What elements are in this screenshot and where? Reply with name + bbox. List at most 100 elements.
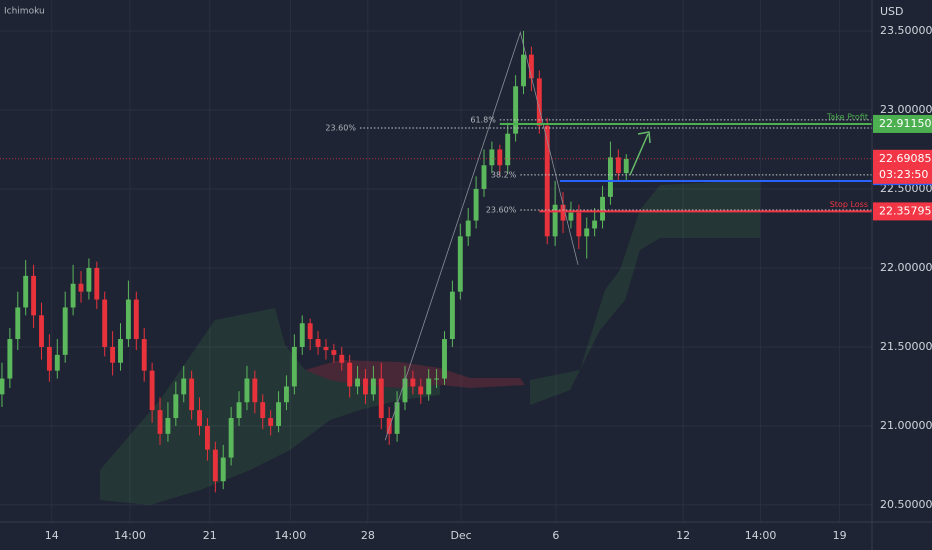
candle-body <box>299 323 305 347</box>
fib-label: 23.60% <box>486 205 517 214</box>
candle-body <box>473 188 479 221</box>
level-name: Take Profit <box>826 112 868 121</box>
candle-body <box>347 362 353 387</box>
candle-body <box>410 378 416 387</box>
ichimoku-cloud <box>100 308 440 505</box>
level-name: Stop Loss <box>830 200 868 209</box>
candle-body <box>457 236 463 292</box>
indicator-label: Ichimoku <box>4 7 45 17</box>
candle-body <box>615 157 621 174</box>
candle-body <box>31 275 37 316</box>
x-tick-label: 6 <box>552 529 559 542</box>
zigzag <box>384 31 579 441</box>
candle-body <box>331 350 337 355</box>
candle-body <box>149 370 155 411</box>
candle-body <box>363 378 368 395</box>
candle-body <box>78 283 84 292</box>
candle-body <box>268 418 274 426</box>
fib-label: 38.2% <box>491 170 517 179</box>
candle-body <box>244 378 250 403</box>
y-tick-label: 23.00000 <box>880 103 932 116</box>
candle-body <box>323 346 329 351</box>
candle-body <box>197 410 202 426</box>
candle-body <box>204 425 210 450</box>
candle-body <box>23 275 29 308</box>
level-axis-box <box>873 114 932 133</box>
candle-body <box>94 267 100 300</box>
y-tick-label: 20.50000 <box>880 498 932 511</box>
candle-body <box>513 86 519 134</box>
candle-body <box>505 133 511 166</box>
candle-body <box>236 402 242 419</box>
candle-body <box>552 204 558 237</box>
candle-body <box>228 418 234 458</box>
x-tick-label: Dec <box>450 529 471 542</box>
candle-body <box>521 54 526 87</box>
y-tick-label: 23.50000 <box>880 24 932 37</box>
currency-label: USD <box>880 5 904 18</box>
candle-body <box>600 196 605 221</box>
candle-body <box>133 299 139 340</box>
candle-body <box>173 394 179 419</box>
x-tick-label: 14:00 <box>275 529 307 542</box>
candle-body <box>560 204 566 221</box>
y-tick-label: 21.50000 <box>880 340 932 353</box>
candle-body <box>402 378 408 403</box>
candle-body <box>623 158 629 174</box>
x-tick-label: 14:00 <box>114 529 146 542</box>
candle-body <box>70 283 76 308</box>
arrow <box>629 131 651 176</box>
y-tick-label: 21.00000 <box>880 419 932 432</box>
x-tick-label: 12 <box>676 529 690 542</box>
candle-body <box>442 339 447 379</box>
candle-body <box>181 378 187 395</box>
candle-body <box>536 78 542 126</box>
candle-body <box>489 149 495 166</box>
x-tick-label: 19 <box>833 529 847 542</box>
candle-body <box>276 402 281 426</box>
candle-body <box>370 378 376 395</box>
candle-body <box>62 307 68 355</box>
candle-body <box>607 157 613 197</box>
y-tick-label: 22.50000 <box>880 182 932 195</box>
candle-body <box>465 220 471 237</box>
candle-body <box>118 339 123 363</box>
level-axis-box <box>873 202 932 221</box>
candle-body <box>592 220 598 229</box>
candle-body <box>315 339 321 347</box>
candle-body <box>110 346 116 363</box>
candle-body <box>165 418 171 434</box>
candle-body <box>7 339 13 379</box>
current-price-box <box>873 149 932 184</box>
x-tick-label: 14:00 <box>745 529 777 542</box>
candle-body <box>102 299 108 347</box>
axis: 20.50000 21.00000 21.50000 22.00000 22.50000… <box>45 24 932 542</box>
candle-body <box>418 386 424 395</box>
candle-body <box>189 378 195 411</box>
candle-body <box>212 449 218 482</box>
candle-body <box>355 378 361 387</box>
current-price-label: 22.69085 <box>879 152 932 165</box>
candle-body <box>157 410 163 434</box>
candle-body <box>125 299 131 340</box>
candle-body <box>252 378 258 403</box>
candle-body <box>339 354 345 363</box>
candle-body <box>15 307 21 340</box>
candle-body <box>0 378 5 395</box>
candle-body <box>568 212 574 221</box>
marks: 61.8% 38.2% 23.60% 23.60% Take Profit Stop Lo… <box>0 30 872 493</box>
candle-body <box>394 402 400 434</box>
candle-body <box>378 378 384 419</box>
x-tick-label: 21 <box>203 529 217 542</box>
candle-body <box>86 267 92 292</box>
level-axis-label: 22.35795 <box>879 204 932 217</box>
candle-body <box>576 212 582 237</box>
candle-body <box>481 165 487 189</box>
candle-body <box>39 315 44 347</box>
fib-label: 23.60% <box>325 123 356 132</box>
candle-body <box>141 339 147 371</box>
candle-body <box>260 402 266 419</box>
candle-body <box>54 354 60 371</box>
